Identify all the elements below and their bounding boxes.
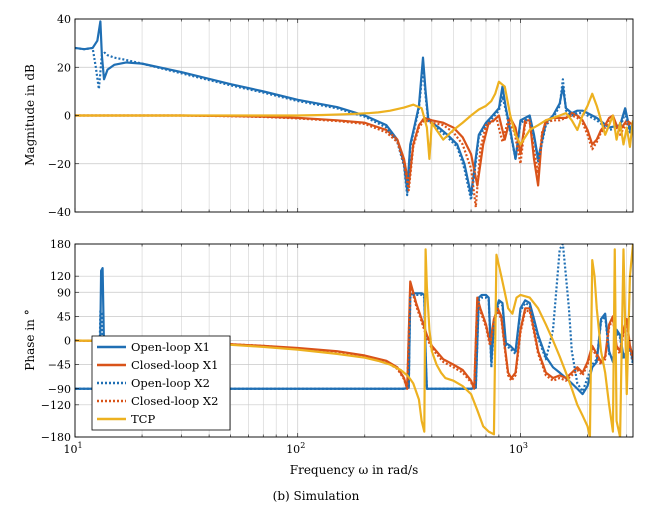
legend: Open-loop X1 Closed-loop X1 Open-loop X2 Cl…: [91, 335, 231, 431]
phase-ytick-label: 90: [57, 286, 71, 299]
legend-items: Open-loop X1 Closed-loop X1 Open-loop X2 Cl…: [97, 340, 218, 426]
phase-series: [75, 244, 633, 437]
phase-xtick-label: 102: [286, 441, 305, 456]
magnitude-frame: [74, 18, 634, 213]
legend-label: TCP: [131, 412, 155, 426]
magnitude-series-open-loop-x2: [75, 46, 633, 202]
legend-label: Open-loop X2: [131, 376, 210, 390]
phase-ytick-label: −180: [41, 431, 71, 444]
magnitude-ytick-label: 0: [64, 110, 71, 123]
magnitude-ytick-label: −20: [48, 158, 71, 171]
phase-ytick-label: 45: [57, 310, 71, 323]
magnitude-plot: −40 −20 0 20 40 Magnitude in dB: [23, 13, 634, 219]
magnitude-series-closed-loop-x1: [75, 111, 633, 187]
magnitude-ticks: −40 −20 0 20 40: [48, 13, 633, 219]
figure-caption: (b) Simulation: [273, 489, 360, 503]
phase-ylabel: Phase in °: [23, 309, 37, 370]
magnitude-ylabel: Magnitude in dB: [23, 64, 37, 166]
magnitude-ytick-label: 20: [57, 61, 71, 74]
phase-series-closed-loop-x1: [75, 280, 633, 390]
legend-label: Open-loop X1: [131, 340, 210, 354]
phase-ytick-label: 120: [50, 270, 71, 283]
phase-ytick-label: −45: [48, 359, 71, 372]
phase-series-open-loop-x2: [75, 244, 633, 393]
magnitude-series-tcp: [75, 80, 633, 161]
magnitude-series: [75, 20, 633, 209]
phase-xlabel: Frequency ω in rad/s: [290, 463, 418, 477]
phase-xtick-label: 103: [509, 441, 528, 456]
magnitude-ytick-label: −40: [48, 206, 71, 219]
phase-ytick-label: −120: [41, 399, 71, 412]
phase-ytick-label: −90: [48, 383, 71, 396]
magnitude-series-closed-loop-x2: [75, 114, 633, 209]
magnitude-ytick-label: 40: [57, 13, 71, 26]
phase-ytick-label: 180: [50, 238, 71, 251]
legend-label: Closed-loop X2: [131, 394, 218, 408]
phase-plot: −180 −120 −90 −45 0 45 90 120 180 101 102 103 Phase…: [23, 238, 634, 477]
legend-label: Closed-loop X1: [131, 358, 218, 372]
phase-ytick-label: 0: [64, 335, 71, 348]
phase-frame: [74, 243, 634, 438]
phase-xtick-label: 101: [63, 441, 82, 456]
phase-series-tcp: [75, 244, 633, 437]
